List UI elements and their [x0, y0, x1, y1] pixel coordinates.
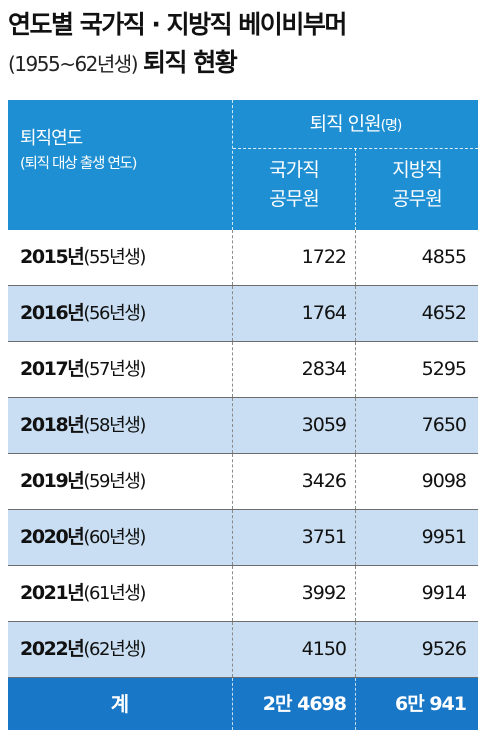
row-national-value: 3992 [301, 582, 347, 604]
row-local-value: 4652 [421, 302, 467, 324]
title-line-2: (1955~62년생) 퇴직 현황 [8, 45, 486, 84]
table-row: 2021년(61년생) 3992 9914 [8, 566, 478, 622]
row-year-value: 2019년 [20, 470, 85, 492]
row-birth-year: (60년생) [83, 527, 146, 548]
row-divider [232, 230, 233, 285]
row-year: 2015년(55년생) [20, 230, 146, 285]
row-divider [355, 286, 356, 341]
row-divider [232, 566, 233, 621]
header-year-label: 퇴직연도 [20, 128, 83, 149]
table-row: 2022년(62년생) 4150 9526 [8, 622, 478, 678]
total-row: 계 2만 4698 6만 941 [8, 678, 478, 730]
table-row: 2019년(59년생) 3426 9098 [8, 454, 478, 510]
row-year-value: 2017년 [20, 358, 85, 380]
title-line-1: 연도별 국가직 · 지방직 베이비부머 [8, 10, 347, 39]
row-birth-year: (58년생) [83, 415, 146, 436]
row-local-value: 9951 [421, 526, 467, 548]
table-row: 2017년(57년생) 2834 5295 [8, 342, 478, 398]
row-divider [355, 566, 356, 621]
header-year-sublabel: (퇴직 대상 출생 연도) [20, 156, 137, 172]
row-divider [355, 342, 356, 397]
header-national-line-1: 국가직 [269, 159, 319, 181]
row-year: 2016년(56년생) [20, 286, 146, 341]
row-national-value: 4150 [301, 638, 347, 660]
row-year-value: 2020년 [20, 526, 85, 548]
table-row: 2016년(56년생) 1764 4652 [8, 286, 478, 342]
header-group-unit: (명) [380, 118, 403, 134]
row-national-value: 2834 [301, 358, 347, 380]
header-local-line-2: 공무원 [392, 188, 442, 210]
row-national-value: 1764 [301, 302, 347, 324]
header-national: 국가직 공무원 [233, 156, 355, 214]
row-national-value: 3059 [301, 414, 347, 436]
retirement-table: 퇴직연도 (퇴직 대상 출생 연도) 퇴직 인원(명) 국가직 공무원 지방직 … [8, 100, 478, 730]
row-local-value: 4855 [421, 246, 467, 268]
row-national-value: 3751 [301, 526, 347, 548]
row-year-value: 2022년 [20, 638, 85, 660]
row-birth-year: (57년생) [83, 359, 146, 380]
row-divider [355, 454, 356, 509]
table-row: 2018년(58년생) 3059 7650 [8, 398, 478, 454]
table-header: 퇴직연도 (퇴직 대상 출생 연도) 퇴직 인원(명) 국가직 공무원 지방직 … [8, 100, 478, 230]
row-year-value: 2021년 [20, 582, 85, 604]
table-row: 2020년(60년생) 3751 9951 [8, 510, 478, 566]
row-year: 2017년(57년생) [20, 342, 146, 397]
row-divider [232, 622, 233, 677]
title-birth-range: (1955~62년생) [8, 52, 139, 76]
row-divider [232, 286, 233, 341]
row-year-value: 2016년 [20, 302, 85, 324]
row-divider [232, 398, 233, 453]
row-year: 2022년(62년생) [20, 622, 146, 677]
header-group: 퇴직 인원(명) [233, 100, 478, 148]
row-divider [355, 398, 356, 453]
row-local-value: 7650 [421, 414, 467, 436]
row-year-value: 2015년 [20, 246, 85, 268]
row-birth-year: (62년생) [83, 639, 146, 660]
row-birth-year: (56년생) [83, 303, 146, 324]
row-birth-year: (61년생) [83, 583, 146, 604]
header-group-divider [233, 148, 478, 149]
title-block: 연도별 국가직 · 지방직 베이비부머 (1955~62년생) 퇴직 현황 [8, 6, 486, 84]
header-local-line-1: 지방직 [392, 159, 442, 181]
total-divider [232, 678, 233, 730]
total-label: 계 [110, 692, 130, 716]
row-year: 2019년(59년생) [20, 454, 146, 509]
row-divider [232, 454, 233, 509]
row-national-value: 1722 [301, 246, 347, 268]
row-national-value: 3426 [301, 470, 347, 492]
row-birth-year: (55년생) [83, 247, 146, 268]
row-divider [355, 622, 356, 677]
total-national: 2만 4698 [262, 693, 347, 715]
row-year: 2020년(60년생) [20, 510, 146, 565]
row-local-value: 9914 [421, 582, 467, 604]
row-divider [232, 510, 233, 565]
row-local-value: 9098 [421, 470, 467, 492]
header-local: 지방직 공무원 [356, 156, 478, 214]
total-divider-2 [355, 678, 356, 730]
table-row: 2015년(55년생) 1722 4855 [8, 230, 478, 286]
header-year-column: 퇴직연도 (퇴직 대상 출생 연도) [8, 100, 232, 230]
total-local: 6만 941 [395, 693, 467, 715]
row-year: 2018년(58년생) [20, 398, 146, 453]
header-divider-sub [355, 148, 356, 230]
title-main: 퇴직 현황 [143, 48, 238, 77]
header-divider [232, 100, 233, 230]
row-year: 2021년(61년생) [20, 566, 146, 621]
header-group-label: 퇴직 인원 [309, 113, 382, 135]
row-divider [355, 230, 356, 285]
row-local-value: 9526 [421, 638, 467, 660]
row-birth-year: (59년생) [83, 471, 146, 492]
table-body: 2015년(55년생) 1722 4855 2016년(56년생) 1764 4652 20… [8, 230, 478, 678]
row-year-value: 2018년 [20, 414, 85, 436]
row-divider [355, 510, 356, 565]
row-local-value: 5295 [421, 358, 467, 380]
row-divider [232, 342, 233, 397]
header-national-line-2: 공무원 [269, 188, 319, 210]
